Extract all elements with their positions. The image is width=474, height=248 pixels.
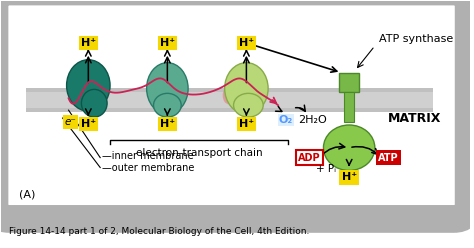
FancyBboxPatch shape bbox=[0, 0, 469, 219]
Text: —outer membrane: —outer membrane bbox=[102, 162, 194, 173]
Ellipse shape bbox=[225, 63, 268, 114]
Text: electron-transport chain: electron-transport chain bbox=[136, 148, 262, 158]
Text: + Pᵢ: + Pᵢ bbox=[316, 164, 336, 175]
Text: H⁺: H⁺ bbox=[239, 38, 254, 48]
Text: ATP synthase: ATP synthase bbox=[379, 34, 453, 44]
Bar bbox=[339, 73, 359, 92]
Bar bbox=[26, 92, 433, 108]
Text: Figure 14-14 part 1 of 2, Molecular Biology of the Cell, 4th Edition.: Figure 14-14 part 1 of 2, Molecular Biol… bbox=[9, 227, 310, 236]
Ellipse shape bbox=[154, 93, 181, 117]
Text: H⁺: H⁺ bbox=[81, 119, 96, 129]
Ellipse shape bbox=[66, 60, 110, 111]
Ellipse shape bbox=[223, 86, 235, 104]
Text: MATRIX: MATRIX bbox=[388, 112, 441, 124]
Text: H⁺: H⁺ bbox=[342, 172, 357, 182]
Text: ADP: ADP bbox=[298, 153, 321, 163]
Ellipse shape bbox=[146, 63, 188, 114]
Bar bbox=[344, 92, 354, 122]
Text: (A): (A) bbox=[19, 189, 36, 199]
Bar bbox=[26, 88, 433, 112]
Ellipse shape bbox=[82, 89, 107, 117]
Text: —inner membrane: —inner membrane bbox=[102, 151, 194, 161]
Text: 2H₂O: 2H₂O bbox=[298, 115, 327, 125]
Ellipse shape bbox=[323, 125, 375, 170]
Text: H⁺: H⁺ bbox=[81, 38, 96, 48]
Text: H⁺: H⁺ bbox=[160, 119, 175, 129]
Text: ATP: ATP bbox=[378, 153, 399, 163]
Ellipse shape bbox=[234, 93, 263, 117]
Text: e⁻: e⁻ bbox=[64, 117, 76, 127]
Text: O₂: O₂ bbox=[279, 115, 293, 125]
Text: H⁺: H⁺ bbox=[160, 38, 175, 48]
FancyBboxPatch shape bbox=[18, 8, 445, 191]
Text: H⁺: H⁺ bbox=[239, 119, 254, 129]
